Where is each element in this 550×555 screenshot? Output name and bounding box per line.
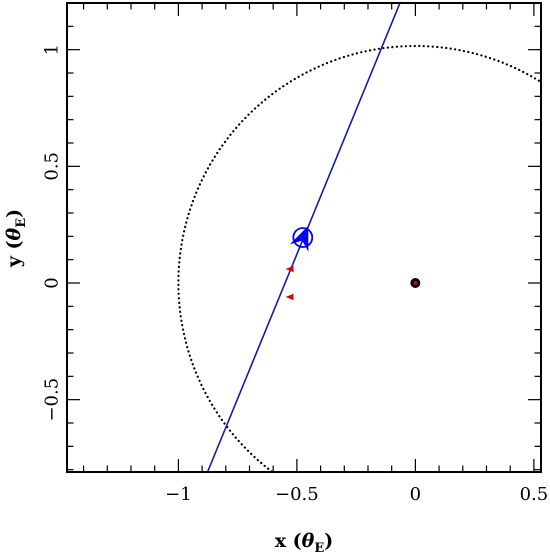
- y-tick-label: 0.5: [42, 152, 63, 181]
- y-tick-label: −0.5: [41, 378, 62, 422]
- einstein-ring: [177, 44, 541, 472]
- lensed-images: [285, 265, 294, 301]
- x-tick-label: −0.5: [275, 484, 319, 505]
- y-tick-label: 0: [42, 277, 63, 288]
- lens-center-dot: [413, 281, 418, 285]
- axis-ticks: [67, 2, 541, 472]
- x-tick-label: 0: [410, 484, 421, 505]
- axis-tick-labels: −1 −0.5 0 0.5 −0.5 0 0.5 1: [41, 44, 548, 505]
- source-position-marker: [292, 227, 314, 248]
- x-axis-title: x (θE): [275, 530, 334, 555]
- trajectory-direction-arrow: [289, 225, 309, 252]
- x-tick-label: −1: [165, 484, 192, 505]
- lensed-image-1: [285, 265, 294, 273]
- plot-area: [177, 3, 541, 472]
- x-tick-label: 0.5: [520, 484, 549, 505]
- y-tick-label: 1: [41, 44, 62, 55]
- lensed-image-2: [285, 293, 294, 301]
- plot-frame: [66, 2, 542, 473]
- y-axis-title: y (θE): [3, 209, 29, 268]
